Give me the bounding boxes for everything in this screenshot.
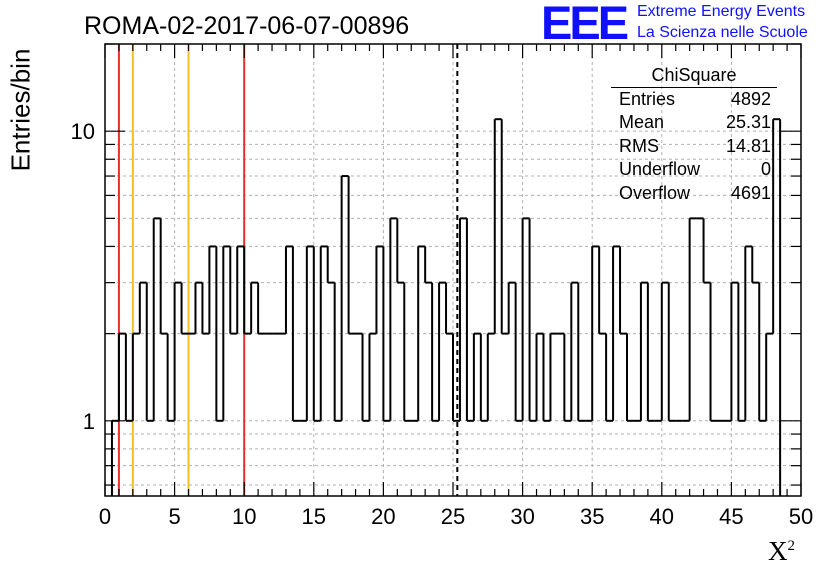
reference-lines	[117, 44, 459, 496]
stats-value: 4892	[730, 89, 771, 109]
x-tick-label: 40	[650, 504, 674, 529]
stats-label: RMS	[619, 135, 659, 156]
chart-title: ROMA-02-2017-06-07-00896	[84, 12, 410, 40]
stats-label: Overflow	[619, 182, 691, 203]
stats-row-rms: RMS 14.81	[611, 135, 777, 158]
stats-row-overflow: Overflow 4691	[611, 182, 777, 205]
y-axis-label: Entries/bin	[5, 48, 36, 172]
x-tick-label: 20	[371, 504, 395, 529]
x-axis-label-superscript: 2	[787, 538, 796, 554]
x-tick-label: 15	[302, 504, 326, 529]
stats-row-underflow: Underflow 0	[611, 158, 777, 181]
stats-row-entries: Entries 4892	[611, 88, 777, 111]
x-tick-label: 30	[510, 504, 534, 529]
stats-label: Mean	[619, 112, 665, 133]
x-axis-label: X2	[768, 536, 795, 567]
stats-title: ChiSquare	[611, 64, 777, 88]
histogram-series	[110, 118, 782, 496]
y-tick-label: 1	[83, 409, 95, 434]
x-tick-label: 25	[441, 504, 465, 529]
stats-value: 0	[760, 159, 771, 180]
org-name-line1: Extreme Energy Events	[637, 3, 806, 20]
x-tick-label: 0	[99, 504, 111, 529]
x-tick-label: 50	[789, 504, 813, 529]
x-tick-label: 35	[580, 504, 604, 529]
eee-logo: EEE	[541, 0, 629, 49]
axis-ticks	[104, 43, 802, 496]
x-tick-label: 45	[719, 504, 743, 529]
stats-label: Entries	[619, 89, 676, 109]
tick-labels: 0 5 10 15 20 25 30 35 40 45 50 1 10	[71, 119, 814, 529]
y-tick-label: 10	[71, 119, 95, 144]
stats-row-mean: Mean 25.31	[611, 111, 777, 134]
stats-label: Underflow	[619, 159, 701, 180]
x-tick-label: 5	[168, 504, 180, 529]
stats-value: 14.81	[725, 135, 771, 156]
stats-box: ChiSquare Entries 4892 Mean 25.31 RMS 14.81…	[611, 64, 777, 205]
stats-value: 4691	[730, 182, 771, 203]
x-tick-label: 10	[232, 504, 256, 529]
x-axis-label-symbol: X	[768, 536, 788, 566]
stats-value: 25.31	[725, 112, 771, 133]
plot-frame	[104, 43, 802, 497]
org-name-line2: La Scienza nelle Scuole	[637, 24, 808, 41]
